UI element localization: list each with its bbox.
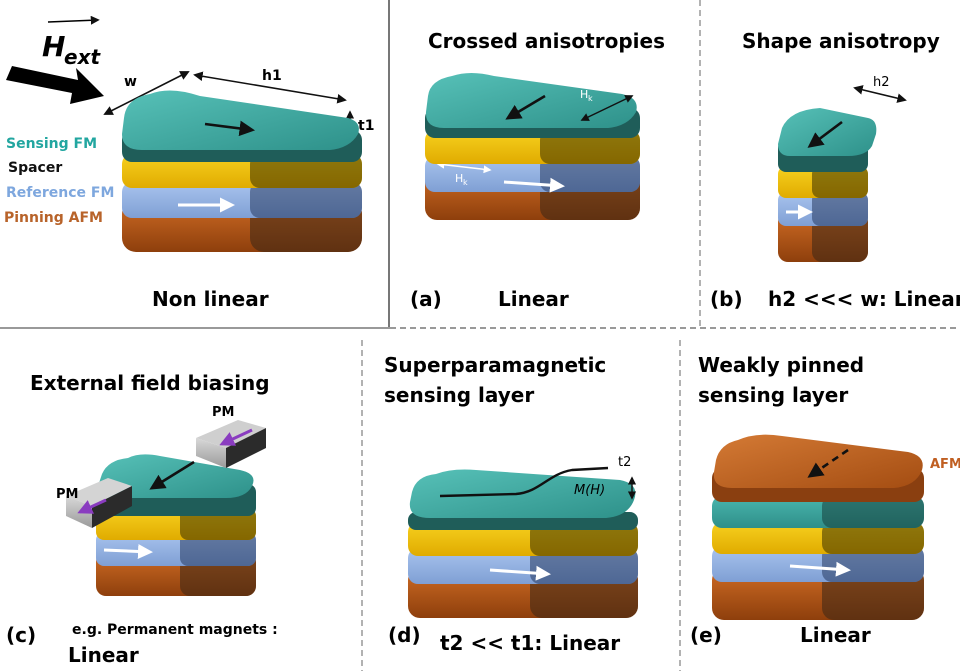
label-spacer: Spacer [8,160,62,176]
panel-b-letter: (b) [710,287,743,311]
layer-side-shadow [540,156,640,192]
reference-arrow [503,177,565,193]
permanent-magnet-left [66,478,132,528]
panel-a-title: Crossed anisotropies [428,29,665,53]
layer-side-shadow [822,496,924,528]
layer-sensing-fm-top [122,90,359,150]
panel-c-letter: (c) [6,623,36,647]
field-symbol: H [42,30,65,63]
panel-a-letter: (a) [410,287,442,311]
sensing-arrow [807,120,843,148]
panel-c-subcaption: e.g. Permanent magnets : [72,622,278,638]
dim-h2-label: h2 [873,75,890,90]
panel-e-caption: Linear [800,623,871,647]
pm-right-left-face [196,438,226,468]
panel-d-letter: (d) [388,623,421,647]
caption-main: Non linear [152,287,269,311]
layer-stack-main [122,90,362,252]
layer-side-shadow [250,154,362,188]
afm-label: AFM [930,457,960,472]
hk-reference-sub: k [463,178,468,187]
panel-c-title: External field biasing [30,371,270,395]
dim-t2-label: t2 [618,455,631,470]
pm-left-side [92,486,132,528]
panel-b-title: Shape anisotropy [742,29,940,53]
panel-b-caption: h2 <<< w: Linear [768,287,960,311]
dim-h2-line [853,85,907,103]
dim-w-line [103,71,190,115]
layer-sensing-fm-top [425,73,637,128]
reference-arrow [103,543,153,559]
layer-side-shadow [822,522,924,554]
layer-stack-b [778,108,877,262]
pm-right-front [226,428,266,468]
panel-d: Superparamagnetic sensing layer M(H) t2 … [384,353,638,655]
magnetization-curve [439,466,609,498]
layer-side-shadow [540,130,640,164]
layer-stack-c [96,454,256,596]
sensing-arrow [204,120,256,137]
pm-left-top [66,478,132,506]
layer-side-shadow [812,192,868,226]
panel-d-title-line1: Superparamagnetic [384,353,606,377]
layer-side-shadow [530,548,638,584]
hk-sensing-label: H [580,88,588,101]
pm-right-arrow [219,428,253,446]
layer-side-shadow [180,532,256,566]
hk-reference-arrow [436,160,492,174]
dim-h1-label: h1 [262,68,282,84]
sensing-arrow [149,460,195,490]
panel-e-title-line1: Weakly pinned [698,353,864,377]
overline [47,15,100,25]
panel-e-title-line2: sensing layer [698,383,848,407]
hk-reference-label: H [455,172,463,185]
layer-side-shadow [812,166,868,198]
panel-c-caption: Linear [68,643,139,667]
reference-arrow [489,565,551,581]
reference-arrow [789,561,851,577]
dim-h1-line [193,71,347,104]
hk-sensing-arrow [580,95,634,121]
panel-a-caption: Linear [498,287,569,311]
external-field-label: H ext [42,15,101,69]
label-sensing-fm: Sensing FM [6,136,97,152]
permanent-magnet-right [196,420,266,468]
panel-c: External field biasing PM [6,371,278,667]
layer-side-shadow [530,522,638,556]
pm-left-label: PM [56,487,78,502]
label-reference-fm: Reference FM [6,185,114,201]
dim-t1-label: t1 [358,118,374,134]
label-pinning-afm: Pinning AFM [4,210,103,226]
layer-stack-d: M(H) [408,466,638,618]
curve-label: M(H) [574,483,605,498]
panel-d-title-line2: sensing layer [384,383,534,407]
panel-a: Crossed anisotropies H k H k (a) Linear [410,29,665,311]
pm-right-label: PM [212,405,234,420]
pm-left-arrow [77,498,107,514]
layer-stack-a: H k H k [425,73,640,220]
sensing-arrow [505,94,546,120]
panel-main: H ext w h1 t1 Sensing FM Spacer Referenc… [4,15,374,311]
weak-pinned-arrow [807,448,849,478]
hk-sensing-sub: k [588,94,593,103]
panel-b: Shape anisotropy h2 (b) h2 <<< w: Linear [710,29,960,311]
dim-w-label: w [124,74,137,90]
panel-d-caption: t2 << t1: Linear [440,631,620,655]
layer-weak-afm-top [713,434,923,488]
panel-e-letter: (e) [690,623,722,647]
field-subscript: ext [64,45,101,69]
panel-e: Weakly pinned sensing layer AFM (e) Line… [690,353,960,647]
layer-stack-e [712,434,924,620]
layer-sensing-fm-top [97,454,254,498]
field-arrow-icon [6,66,104,104]
layer-side-shadow [250,182,362,218]
